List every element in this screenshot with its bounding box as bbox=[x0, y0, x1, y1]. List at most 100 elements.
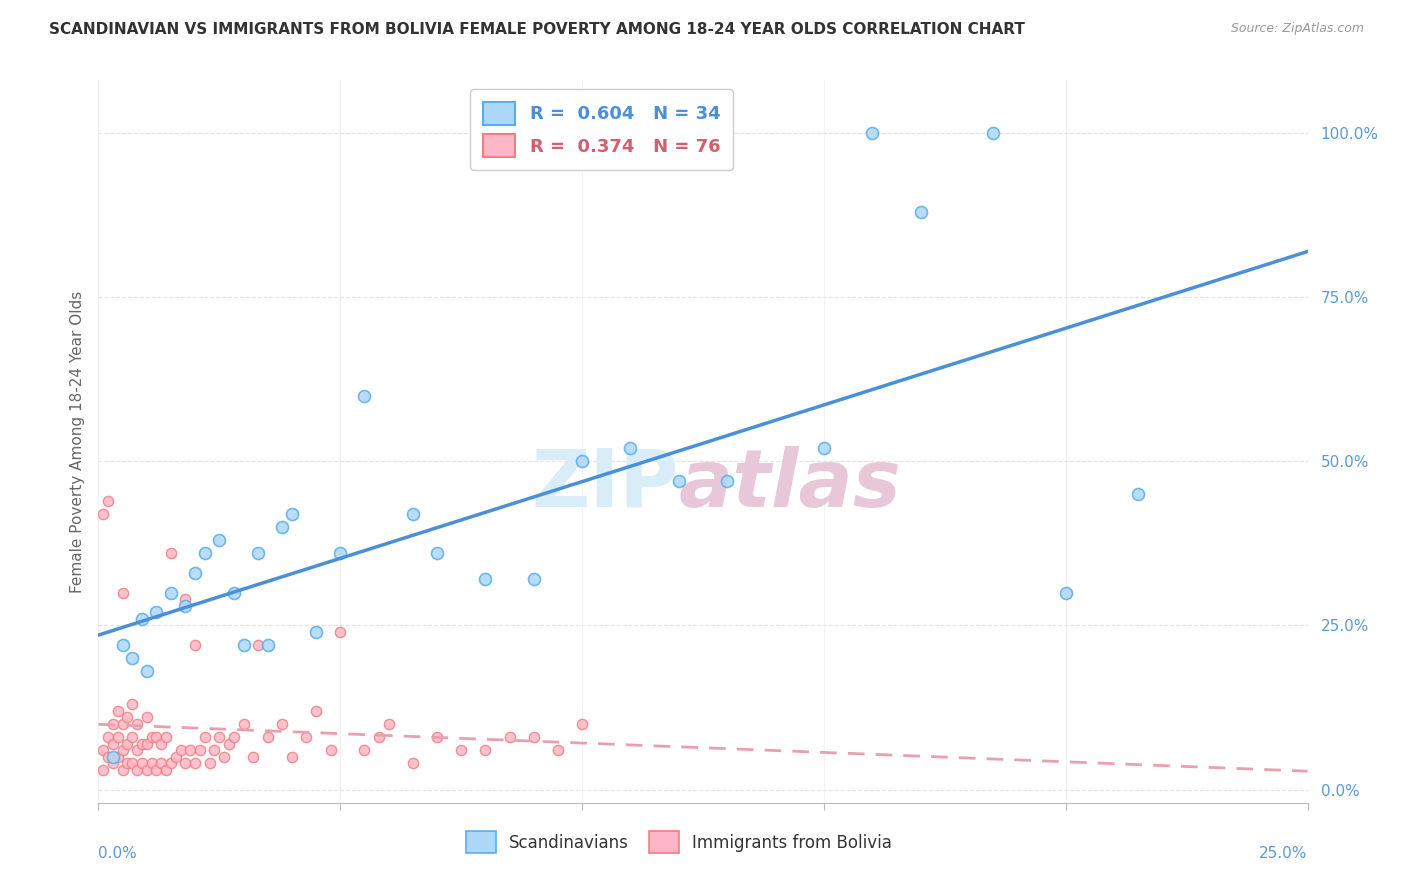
Point bbox=[450, 743, 472, 757]
Point bbox=[97, 749, 120, 764]
Point bbox=[242, 749, 264, 764]
Point bbox=[131, 756, 153, 771]
Point bbox=[117, 710, 139, 724]
Legend: Scandinavians, Immigrants from Bolivia: Scandinavians, Immigrants from Bolivia bbox=[458, 825, 898, 860]
Point bbox=[150, 737, 173, 751]
Point bbox=[271, 717, 294, 731]
Point bbox=[281, 749, 304, 764]
Point bbox=[155, 730, 177, 744]
Point bbox=[135, 737, 157, 751]
Point bbox=[91, 763, 114, 777]
Point bbox=[121, 730, 143, 744]
Point bbox=[212, 749, 235, 764]
Point bbox=[377, 717, 399, 731]
Point bbox=[474, 743, 496, 757]
Point bbox=[160, 585, 183, 599]
Point bbox=[198, 756, 221, 771]
Point bbox=[1128, 487, 1150, 501]
Point bbox=[135, 763, 157, 777]
Point bbox=[184, 756, 207, 771]
Point bbox=[305, 625, 328, 640]
Point bbox=[160, 756, 183, 771]
Point bbox=[188, 743, 211, 757]
Point bbox=[101, 749, 124, 764]
Point bbox=[281, 507, 304, 521]
Point bbox=[131, 737, 153, 751]
Point bbox=[97, 493, 120, 508]
Point bbox=[305, 704, 328, 718]
Point bbox=[111, 717, 134, 731]
Point bbox=[910, 204, 932, 219]
Point bbox=[174, 756, 197, 771]
Text: 0.0%: 0.0% bbox=[98, 847, 138, 861]
Point bbox=[145, 730, 167, 744]
Text: atlas: atlas bbox=[679, 446, 901, 524]
Point bbox=[194, 730, 217, 744]
Point bbox=[319, 743, 342, 757]
Point bbox=[174, 599, 197, 613]
Point bbox=[179, 743, 201, 757]
Point bbox=[247, 638, 270, 652]
Text: ZIP: ZIP bbox=[531, 446, 679, 524]
Point bbox=[111, 743, 134, 757]
Text: 25.0%: 25.0% bbox=[1260, 847, 1308, 861]
Point bbox=[101, 717, 124, 731]
Point bbox=[1054, 585, 1077, 599]
Point bbox=[295, 730, 318, 744]
Point bbox=[184, 638, 207, 652]
Point bbox=[165, 749, 187, 764]
Point bbox=[169, 743, 191, 757]
Point bbox=[668, 474, 690, 488]
Point bbox=[121, 756, 143, 771]
Point bbox=[121, 651, 143, 665]
Point bbox=[222, 730, 245, 744]
Point bbox=[117, 756, 139, 771]
Point bbox=[127, 743, 149, 757]
Point bbox=[402, 756, 425, 771]
Point bbox=[150, 756, 173, 771]
Point bbox=[111, 585, 134, 599]
Point bbox=[256, 638, 278, 652]
Point bbox=[141, 730, 163, 744]
Point bbox=[160, 546, 183, 560]
Point bbox=[145, 605, 167, 619]
Point bbox=[208, 730, 231, 744]
Point bbox=[402, 507, 425, 521]
Text: SCANDINAVIAN VS IMMIGRANTS FROM BOLIVIA FEMALE POVERTY AMONG 18-24 YEAR OLDS COR: SCANDINAVIAN VS IMMIGRANTS FROM BOLIVIA … bbox=[49, 22, 1025, 37]
Point bbox=[256, 730, 278, 744]
Point bbox=[329, 546, 352, 560]
Point bbox=[426, 546, 449, 560]
Point bbox=[353, 388, 375, 402]
Point bbox=[247, 546, 270, 560]
Y-axis label: Female Poverty Among 18-24 Year Olds: Female Poverty Among 18-24 Year Olds bbox=[69, 291, 84, 592]
Point bbox=[981, 126, 1004, 140]
Point bbox=[91, 507, 114, 521]
Point bbox=[135, 710, 157, 724]
Point bbox=[232, 717, 254, 731]
Point bbox=[426, 730, 449, 744]
Point bbox=[368, 730, 391, 744]
Point bbox=[194, 546, 217, 560]
Point bbox=[271, 520, 294, 534]
Point bbox=[97, 730, 120, 744]
Point bbox=[101, 756, 124, 771]
Point bbox=[498, 730, 520, 744]
Point bbox=[571, 454, 593, 468]
Point bbox=[127, 717, 149, 731]
Point bbox=[474, 573, 496, 587]
Text: Source: ZipAtlas.com: Source: ZipAtlas.com bbox=[1230, 22, 1364, 36]
Point bbox=[155, 763, 177, 777]
Point bbox=[101, 737, 124, 751]
Point bbox=[121, 698, 143, 712]
Point bbox=[174, 592, 197, 607]
Point bbox=[571, 717, 593, 731]
Point bbox=[135, 665, 157, 679]
Point bbox=[91, 743, 114, 757]
Point bbox=[716, 474, 738, 488]
Point bbox=[145, 763, 167, 777]
Point bbox=[111, 763, 134, 777]
Point bbox=[204, 743, 226, 757]
Point bbox=[218, 737, 240, 751]
Point bbox=[107, 730, 129, 744]
Point bbox=[127, 763, 149, 777]
